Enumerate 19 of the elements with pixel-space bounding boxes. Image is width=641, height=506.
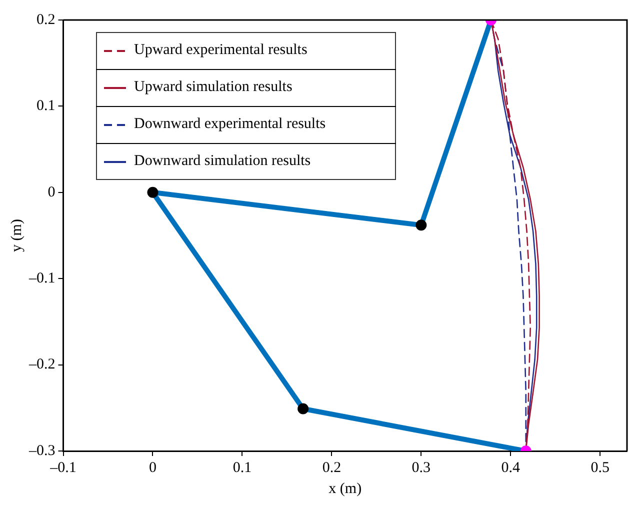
legend-label: Downward experimental results (134, 116, 326, 133)
legend-label: Downward simulation results (134, 153, 311, 170)
y-tick-label: –0.1 (28, 270, 56, 287)
legend-label: Upward experimental results (134, 42, 308, 59)
x-axis-title: x (m) (328, 480, 362, 497)
y-tick-label: –0.3 (28, 442, 56, 459)
y-tick-label: 0.2 (36, 12, 56, 28)
legend-label: Upward simulation results (134, 79, 292, 96)
x-tick-label: 0.5 (590, 460, 610, 476)
x-tick-label: 0.1 (232, 460, 252, 476)
x-tick-label: –0.1 (49, 460, 76, 476)
x-tick-label: 0.3 (412, 460, 431, 476)
x-tick-label: 0 (148, 460, 156, 476)
y-axis-title: y (m) (8, 219, 25, 252)
y-tick-label: 0.1 (36, 98, 56, 114)
x-tick-label: 0.4 (501, 460, 521, 476)
x-tick-label: 0.2 (322, 460, 342, 476)
y-tick-label: –0.2 (28, 356, 56, 373)
y-tick-label: 0 (48, 184, 56, 200)
